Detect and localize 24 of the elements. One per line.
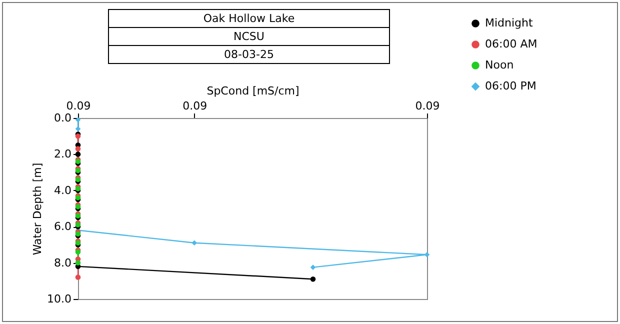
y-tick-label: 6.0 — [54, 220, 72, 234]
legend-label: Noon — [485, 58, 514, 72]
point — [75, 274, 81, 280]
legend-label: 06:00 PM — [485, 80, 536, 92]
y-tick-label: 4.0 — [54, 184, 72, 197]
x-tick-label: 0.09 — [182, 100, 208, 112]
y-tick-label: 2.0 — [54, 148, 72, 161]
y-tick-label: 10.0 — [47, 292, 72, 306]
text: 08-03-25 — [108, 45, 390, 64]
point — [75, 152, 81, 157]
point — [310, 276, 316, 282]
chart-title: Oak Hollow Lake — [108, 9, 390, 28]
point — [75, 146, 81, 152]
legend-label: 06:00 AM — [485, 38, 538, 50]
legend-label: Midnight — [485, 16, 534, 30]
point — [75, 260, 81, 266]
point — [192, 240, 197, 246]
x-tick-label: 0.09 — [66, 100, 91, 112]
y-tick-label: 0.0 — [54, 112, 72, 124]
chart-subtitle: NCSU — [108, 27, 390, 46]
y-axis-title: Water Depth [m] — [31, 162, 44, 256]
y-tick-label: 8.0 — [54, 256, 72, 270]
x-axis-title: SpCond [mS/cm] — [206, 84, 300, 98]
x-tick-label: 0.09 — [415, 100, 440, 112]
